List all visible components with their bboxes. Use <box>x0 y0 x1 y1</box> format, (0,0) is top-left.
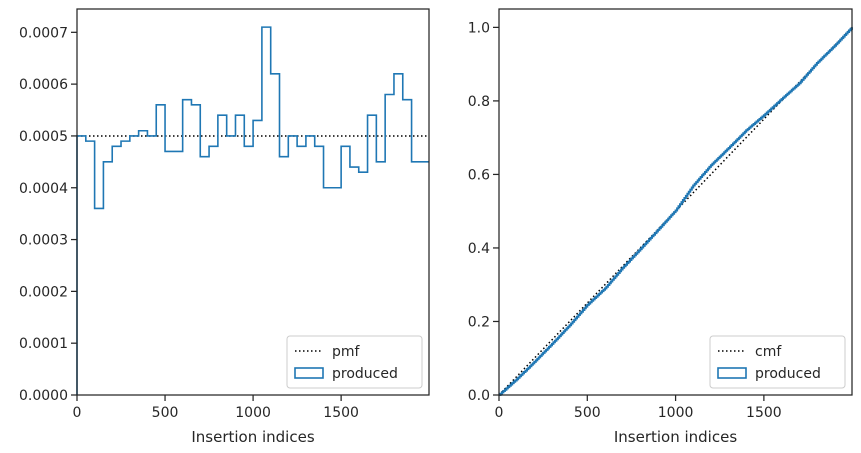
data-point <box>657 229 659 231</box>
histogram-bin <box>121 140 130 142</box>
histogram-bin <box>165 150 174 152</box>
histogram-bin <box>139 130 148 132</box>
histogram-bin <box>315 145 324 147</box>
data-point <box>674 209 677 212</box>
legend-label-produced: produced <box>332 366 398 382</box>
legend: cmf produced <box>709 335 846 389</box>
histogram-bin <box>218 114 227 116</box>
data-point <box>533 361 536 363</box>
y-tick-label: 0.0001 <box>19 336 68 352</box>
x-tick-label: 500 <box>152 405 179 421</box>
histogram-bin <box>420 161 429 163</box>
y-tick-label: 0.0003 <box>19 233 68 249</box>
histogram-bin <box>280 156 289 158</box>
y-tick-label: 0.0000 <box>19 388 68 404</box>
histogram-bin <box>271 73 280 75</box>
data-point <box>621 267 624 269</box>
histogram-bin <box>147 135 156 137</box>
histogram-bin <box>209 145 218 147</box>
histogram-bin <box>350 166 359 168</box>
legend-label-produced: produced <box>755 366 821 382</box>
histogram-bin <box>253 119 262 121</box>
y-tick-label: 0.0 <box>468 388 490 404</box>
histogram-bin <box>244 145 253 147</box>
legend: pmf produced <box>286 335 423 389</box>
data-point <box>833 44 836 47</box>
y-tick-label: 0.6 <box>468 167 490 183</box>
x-tick-label: 1000 <box>658 405 694 421</box>
x-axis-title: Insertion indices <box>191 428 314 446</box>
legend-label-pmf: pmf <box>332 344 361 360</box>
histogram-bin <box>235 114 244 116</box>
histogram-bin <box>156 104 165 106</box>
histogram-bin <box>385 93 394 95</box>
data-point <box>816 62 818 64</box>
legend-swatch-produced <box>717 367 747 379</box>
data-point <box>692 184 695 187</box>
histogram-bin <box>332 187 341 189</box>
legend-box <box>709 335 846 389</box>
histogram-bin <box>112 145 121 147</box>
histogram-bin <box>288 135 297 137</box>
chart-cmf: 0 500 1000 1500 0.0 0.2 0.4 0.6 0.8 1.0 Insertion… <box>468 8 853 446</box>
histogram-bin <box>359 171 368 173</box>
data-point <box>586 304 589 306</box>
x-tick-label: 500 <box>574 405 601 421</box>
histogram-bin <box>403 99 412 101</box>
y-tick-label: 0.0006 <box>19 77 68 93</box>
histogram-bin <box>227 135 236 137</box>
data-point <box>710 164 712 167</box>
data-point <box>515 378 518 380</box>
histogram-bin <box>341 145 350 147</box>
histogram-bin <box>376 161 385 163</box>
histogram-bin <box>306 135 315 137</box>
data-point <box>727 147 730 149</box>
data-point <box>639 248 642 250</box>
histogram-bin <box>368 114 377 116</box>
x-tick-label: 1500 <box>323 405 359 421</box>
y-tick-label: 0.0004 <box>19 181 68 197</box>
legend-label-cmf: cmf <box>755 344 782 360</box>
histogram-bin <box>130 135 139 137</box>
y-tick-label: 1.0 <box>468 20 490 36</box>
y-tick-label: 0.2 <box>468 314 490 330</box>
histogram-bin <box>297 145 306 147</box>
histogram-bin <box>103 161 112 163</box>
histogram-bin <box>86 140 95 142</box>
series-produced-steps <box>76 26 429 395</box>
histogram-bin <box>174 150 183 152</box>
data-point <box>745 129 748 132</box>
histogram-bin <box>262 26 271 28</box>
histogram-bin <box>191 104 200 106</box>
chart-pmf: 0 500 1000 1500 0.0000 0.0001 0.0002 0.0003 0.00… <box>19 8 430 446</box>
x-axis-title: Insertion indices <box>614 428 737 446</box>
histogram-bin <box>77 135 86 137</box>
histogram-bin <box>394 73 403 75</box>
y-tick-label: 0.0007 <box>19 25 68 41</box>
y-tick-label: 0.4 <box>468 241 490 257</box>
data-point <box>780 98 783 100</box>
y-tick-label: 0.8 <box>468 94 490 110</box>
y-tick-label: 0.0002 <box>19 284 68 300</box>
legend-box <box>286 335 423 389</box>
x-tick-label: 0 <box>73 405 82 421</box>
x-tick-label: 0 <box>495 405 504 421</box>
data-point <box>551 343 553 345</box>
data-point <box>763 114 765 117</box>
data-point <box>798 82 801 85</box>
legend-swatch-produced <box>294 367 324 379</box>
data-point <box>604 287 606 290</box>
histogram-bin <box>412 161 421 163</box>
x-tick-label: 1000 <box>235 405 271 421</box>
data-point <box>568 324 571 326</box>
histogram-bin <box>95 207 104 209</box>
x-tick-label: 1500 <box>746 405 782 421</box>
y-tick-label: 0.0005 <box>19 129 68 145</box>
histogram-bin <box>200 156 209 158</box>
histogram-bin <box>183 99 192 101</box>
histogram-bin <box>324 187 333 189</box>
